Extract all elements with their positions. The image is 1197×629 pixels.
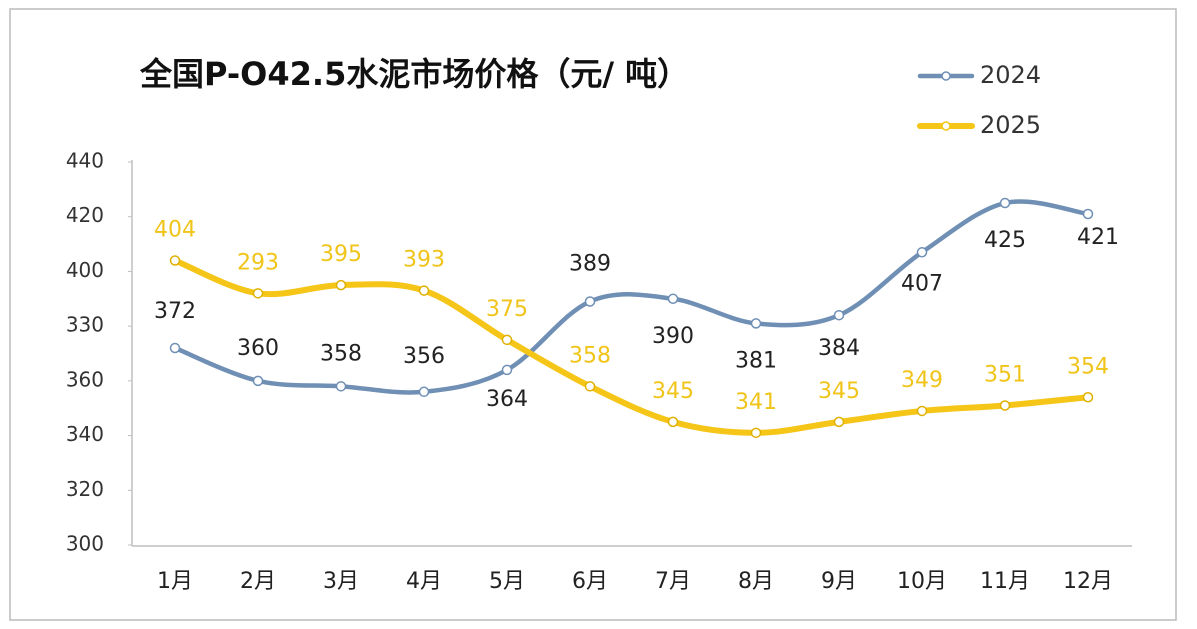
data-label: 425 — [984, 228, 1026, 253]
x-tick-label: 5月 — [489, 569, 525, 594]
data-point — [252, 288, 264, 299]
data-point — [750, 318, 762, 329]
legend-marker — [941, 71, 951, 81]
data-label: 372 — [154, 299, 196, 324]
data-point — [418, 285, 430, 296]
data-point — [667, 293, 679, 305]
data-point — [1082, 208, 1094, 220]
data-label: 389 — [569, 252, 611, 277]
x-tick-label: 6月 — [572, 569, 608, 594]
data-label: 395 — [320, 242, 362, 267]
chart-frame — [9, 8, 1177, 621]
data-point — [1082, 392, 1094, 403]
data-point — [501, 334, 513, 346]
data-point — [335, 279, 347, 291]
x-tick-label: 4月 — [406, 569, 442, 594]
y-tick-label: 340 — [66, 422, 104, 446]
data-label: 407 — [901, 271, 943, 296]
data-point — [418, 386, 430, 398]
y-tick-label: 420 — [66, 203, 104, 227]
x-tick-label: 1月 — [157, 569, 193, 594]
data-label: 293 — [237, 250, 279, 275]
data-label: 384 — [818, 336, 860, 361]
data-point — [999, 197, 1011, 209]
x-tick-label: 7月 — [655, 569, 691, 594]
y-tick-label: 300 — [66, 532, 104, 556]
data-point — [833, 416, 845, 428]
data-label: 390 — [652, 324, 694, 349]
x-tick-label: 3月 — [323, 569, 359, 594]
data-label: 354 — [1067, 354, 1109, 379]
data-point — [169, 255, 181, 266]
legend-label: 2025 — [980, 111, 1041, 139]
data-label: 345 — [818, 379, 860, 404]
data-point — [916, 247, 928, 258]
x-tick-label: 9月 — [821, 569, 857, 594]
y-tick-label: 330 — [66, 313, 104, 337]
data-point — [169, 342, 181, 354]
data-point — [252, 375, 264, 387]
data-label: 393 — [403, 248, 445, 273]
y-tick-label: 440 — [66, 149, 104, 173]
x-tick-label: 11月 — [980, 569, 1030, 594]
data-label: 404 — [154, 217, 196, 242]
data-label: 341 — [735, 390, 777, 415]
data-label: 358 — [320, 341, 362, 366]
y-tick-label: 360 — [66, 367, 104, 391]
legend-marker — [941, 121, 951, 131]
data-point — [335, 381, 347, 392]
data-point — [750, 427, 762, 439]
data-point — [501, 364, 513, 376]
x-tick-label: 8月 — [738, 569, 774, 594]
data-label: 364 — [486, 387, 528, 412]
x-tick-label: 12月 — [1063, 569, 1113, 594]
data-point — [584, 381, 596, 392]
x-tick-label: 2月 — [240, 569, 276, 594]
data-point — [999, 400, 1011, 411]
legend-label: 2024 — [980, 61, 1041, 89]
data-point — [584, 296, 596, 307]
data-label: 421 — [1077, 225, 1119, 250]
data-label: 381 — [735, 348, 777, 373]
data-label: 375 — [486, 297, 528, 322]
data-label: 360 — [237, 336, 279, 361]
x-tick-label: 10月 — [897, 569, 947, 594]
y-tick-label: 400 — [66, 258, 104, 282]
chart-title: 全国P-O42.5水泥市场价格（元/ 吨） — [139, 55, 689, 93]
data-point — [833, 309, 845, 321]
data-label: 351 — [984, 362, 1026, 387]
data-point — [916, 405, 928, 417]
series-line — [172, 257, 1091, 436]
data-label: 345 — [652, 379, 694, 404]
series-line — [172, 199, 1091, 395]
data-point — [667, 416, 679, 428]
data-label: 349 — [901, 368, 943, 393]
data-label: 356 — [403, 344, 445, 369]
y-tick-label: 320 — [66, 477, 104, 501]
data-label: 358 — [569, 343, 611, 368]
